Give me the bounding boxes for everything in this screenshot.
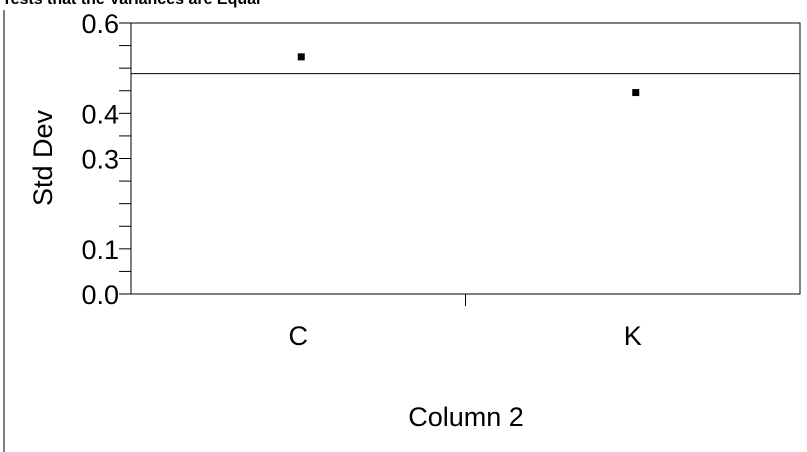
y-tick-label: 0.3 — [81, 145, 119, 175]
y-tick-label: 0.6 — [81, 9, 119, 39]
data-point — [297, 53, 305, 61]
data-points — [297, 53, 640, 97]
x-axis-label: Column 2 — [408, 402, 524, 432]
y-tick-label: 0.4 — [81, 99, 119, 129]
data-point — [632, 89, 640, 97]
y-tick-label: 0.1 — [81, 235, 119, 265]
y-tick-label: 0.0 — [81, 280, 119, 310]
plot-frame — [130, 22, 801, 295]
chart-title: Tests that the Variances are Equal — [2, 0, 260, 8]
y-axis-label: Std Dev — [28, 109, 58, 206]
y-axis: 0.0 0.1 0.3 0.4 0.6 — [81, 9, 131, 310]
x-tick-label: K — [624, 321, 642, 351]
x-tick-label: C — [289, 321, 309, 351]
